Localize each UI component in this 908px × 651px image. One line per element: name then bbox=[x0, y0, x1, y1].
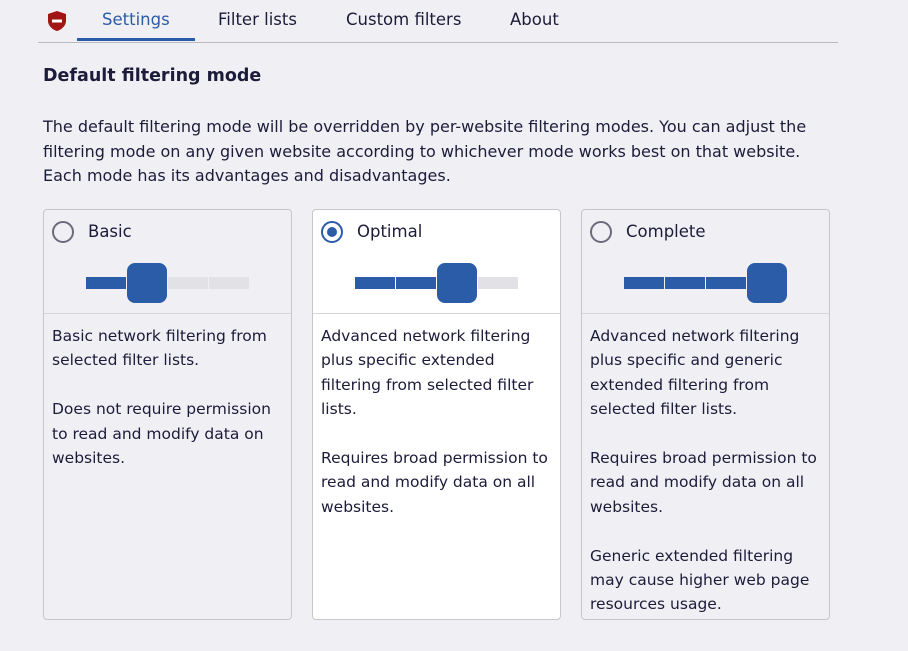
top-nav: Settings Filter lists Custom filters Abo… bbox=[38, 0, 838, 43]
mode-header[interactable]: Basic bbox=[44, 210, 291, 314]
mode-header[interactable]: Optimal bbox=[313, 210, 560, 314]
slider-segment bbox=[86, 277, 126, 289]
mode-card-complete[interactable]: Complete Advanced network filtering plus… bbox=[581, 209, 830, 620]
mode-name: Complete bbox=[626, 222, 706, 241]
mode-radio[interactable] bbox=[321, 221, 343, 243]
slider-knob bbox=[747, 263, 787, 303]
mode-paragraph: Basic network filtering from selected fi… bbox=[52, 327, 267, 370]
tab-about[interactable]: About bbox=[510, 10, 559, 29]
slider-segment bbox=[478, 277, 518, 289]
slider-segment bbox=[355, 277, 395, 289]
slider-knob bbox=[127, 263, 167, 303]
mode-paragraph: Requires broad permission to read and mo… bbox=[590, 449, 817, 516]
mode-paragraph: Does not require permission to read and … bbox=[52, 400, 271, 468]
mode-description: Basic network filtering from selected fi… bbox=[44, 314, 291, 505]
mode-paragraph: Generic extended filtering may cause hig… bbox=[590, 546, 810, 614]
mode-description: Advanced network filtering plus specific… bbox=[582, 314, 829, 651]
section-description: The default filtering mode will be overr… bbox=[43, 117, 807, 185]
mode-name: Basic bbox=[88, 222, 132, 241]
mode-radio[interactable] bbox=[52, 221, 74, 243]
tab-custom-filters[interactable]: Custom filters bbox=[346, 10, 462, 29]
slider-segment bbox=[665, 277, 705, 289]
mode-paragraph: Advanced network filtering plus specific… bbox=[321, 327, 534, 419]
slider-segment bbox=[706, 277, 746, 289]
tab-filter-lists[interactable]: Filter lists bbox=[218, 10, 297, 29]
mode-paragraph: Requires broad permission to read and mo… bbox=[321, 449, 548, 516]
mode-card-optimal[interactable]: Optimal Advanced network filtering plus … bbox=[312, 209, 561, 620]
slider-knob bbox=[437, 263, 477, 303]
mode-name: Optimal bbox=[357, 222, 423, 241]
tab-settings[interactable]: Settings bbox=[77, 10, 195, 41]
section-title: Default filtering mode bbox=[43, 66, 262, 86]
slider-segment bbox=[396, 277, 436, 289]
slider-segment bbox=[168, 277, 208, 289]
mode-level-slider bbox=[355, 263, 519, 303]
shield-logo-icon bbox=[48, 11, 66, 31]
mode-description: Advanced network filtering plus specific… bbox=[313, 314, 560, 554]
mode-level-slider bbox=[624, 263, 788, 303]
mode-radio[interactable] bbox=[590, 221, 612, 243]
mode-level-slider bbox=[86, 263, 250, 303]
mode-header[interactable]: Complete bbox=[582, 210, 829, 314]
mode-paragraph: Advanced network filtering plus specific… bbox=[590, 327, 800, 419]
mode-card-basic[interactable]: Basic Basic network filtering from selec… bbox=[43, 209, 292, 620]
slider-segment bbox=[209, 277, 249, 289]
slider-segment bbox=[624, 277, 664, 289]
